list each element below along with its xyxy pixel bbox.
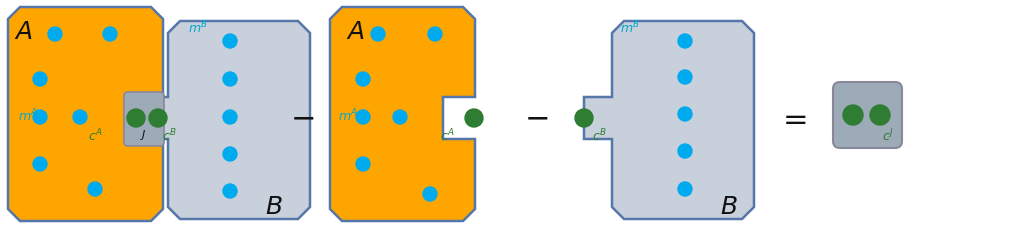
Circle shape [223, 73, 237, 87]
Circle shape [223, 147, 237, 161]
Circle shape [356, 157, 370, 171]
Text: $A$: $A$ [14, 20, 33, 44]
Text: $-$: $-$ [290, 102, 314, 133]
Circle shape [103, 28, 117, 42]
Text: $J$: $J$ [140, 128, 146, 141]
Circle shape [88, 182, 102, 196]
Circle shape [33, 111, 47, 124]
Polygon shape [138, 22, 310, 219]
Circle shape [371, 28, 385, 42]
Text: $c^B$: $c^B$ [162, 128, 177, 144]
Circle shape [223, 111, 237, 124]
Text: $=$: $=$ [777, 102, 807, 133]
Circle shape [223, 35, 237, 49]
Text: $c^B$: $c^B$ [592, 128, 607, 144]
FancyBboxPatch shape [124, 93, 164, 146]
Circle shape [678, 108, 692, 121]
Circle shape [223, 184, 237, 198]
Text: $B$: $B$ [265, 194, 283, 218]
Circle shape [356, 73, 370, 87]
Circle shape [678, 71, 692, 85]
Text: $A$: $A$ [346, 20, 365, 44]
Circle shape [150, 109, 167, 128]
Circle shape [73, 111, 87, 124]
Text: $m^A$: $m^A$ [18, 108, 38, 124]
Circle shape [423, 187, 437, 201]
Circle shape [428, 28, 442, 42]
FancyBboxPatch shape [833, 83, 902, 148]
Text: $m^A$: $m^A$ [338, 108, 358, 124]
Text: $-$: $-$ [524, 102, 548, 133]
Text: $c^J$: $c^J$ [882, 128, 894, 144]
Circle shape [678, 182, 692, 196]
Circle shape [127, 109, 145, 128]
Text: $m^B$: $m^B$ [188, 20, 208, 36]
Circle shape [575, 109, 593, 128]
Circle shape [33, 73, 47, 87]
Circle shape [48, 28, 62, 42]
Circle shape [678, 35, 692, 49]
Circle shape [33, 157, 47, 171]
Circle shape [393, 111, 407, 124]
Circle shape [843, 106, 863, 125]
Text: $m^B$: $m^B$ [620, 20, 640, 36]
Text: $c^A$: $c^A$ [440, 128, 455, 144]
Text: $c^A$: $c^A$ [88, 128, 102, 144]
Text: $B$: $B$ [720, 194, 737, 218]
Polygon shape [8, 8, 163, 221]
Circle shape [465, 109, 483, 128]
Circle shape [356, 111, 370, 124]
Polygon shape [584, 22, 754, 219]
Polygon shape [330, 8, 475, 221]
Circle shape [870, 106, 890, 125]
Circle shape [678, 144, 692, 158]
